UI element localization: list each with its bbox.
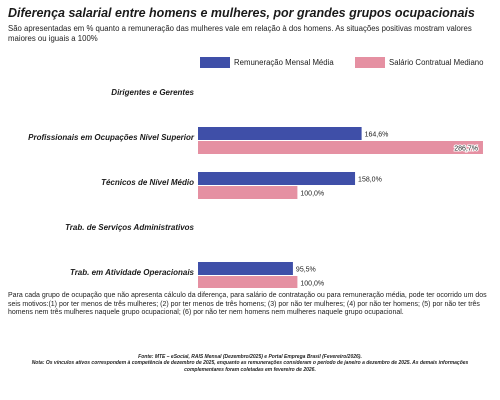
- legend-swatch-mensal: [200, 57, 230, 68]
- bar-chart: Dirigentes e Gerentes Profissionais em Oc…: [28, 88, 483, 288]
- category-label: Trab. em Atividade Operacionais: [70, 268, 195, 277]
- value-label-mensal: 95,5%: [296, 267, 316, 274]
- value-label-mensal: 164,6%: [365, 132, 389, 139]
- source-text: Fonte: MTE – eSocial, RAIS Mensal (Dezem…: [138, 354, 362, 360]
- legend-label-contratual: Salário Contratual Mediano: [389, 58, 484, 67]
- category-label: Trab. de Serviços Administrativos: [65, 223, 194, 232]
- bar-mensal: [198, 262, 293, 275]
- value-label-contratual: 286,7%: [454, 146, 478, 153]
- category-label: Técnicos de Nível Médio: [101, 178, 194, 187]
- bar-mensal: [198, 127, 362, 140]
- chart-title: Diferença salarial entre homens e mulher…: [8, 6, 475, 20]
- source-block: Fonte: MTE – eSocial, RAIS Mensal (Dezem…: [20, 354, 480, 373]
- category-label: Dirigentes e Gerentes: [111, 88, 194, 97]
- legend-item-mensal: Remuneração Mensal Média: [200, 57, 334, 68]
- category-label: Profissionais em Ocupações Nível Superio…: [28, 133, 195, 142]
- legend-item-contratual: Salário Contratual Mediano: [355, 57, 483, 68]
- bar-contratual: [198, 141, 483, 154]
- value-label-contratual: 100,0%: [300, 191, 324, 198]
- chart-subtitle: São apresentadas em % quanto a remuneraç…: [8, 24, 472, 43]
- legend-label-mensal: Remuneração Mensal Média: [234, 58, 334, 67]
- value-label-contratual: 100,0%: [300, 281, 324, 288]
- value-label-mensal: 158,0%: [358, 177, 382, 184]
- source-note-text: Nota: Os vínculos ativos correspondem à …: [31, 360, 469, 373]
- footnote: Para cada grupo de ocupação que não apre…: [8, 292, 487, 317]
- bar-contratual: [198, 186, 298, 199]
- bar-contratual: [198, 276, 298, 288]
- bar-mensal: [198, 172, 356, 185]
- legend-swatch-contratual: [355, 57, 385, 68]
